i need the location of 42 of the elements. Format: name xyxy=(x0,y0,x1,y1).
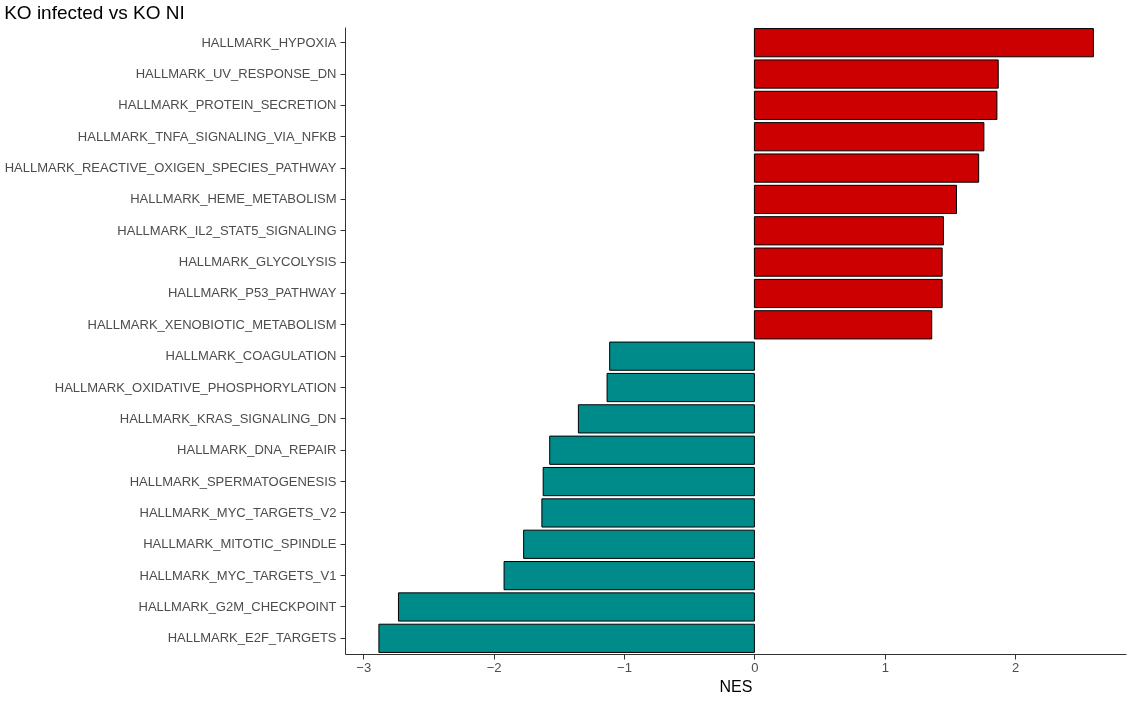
y-tick-label: HALLMARK_GLYCOLYSIS xyxy=(178,254,337,270)
x-tick-label: 1 xyxy=(881,659,889,675)
y-tick-label: HALLMARK_G2M_CHECKPOINT xyxy=(138,598,337,614)
bar xyxy=(753,28,1094,58)
x-axis-title: NES xyxy=(719,677,753,695)
bar xyxy=(753,184,957,215)
bar xyxy=(541,498,755,528)
bar xyxy=(753,278,943,309)
x-tick-label: 2 xyxy=(1012,659,1020,675)
y-tick-label: HALLMARK_COAGULATION xyxy=(165,348,337,364)
y-tick-label: HALLMARK_SPERMATOGENESIS xyxy=(129,473,337,489)
bar xyxy=(542,466,755,497)
y-tick-label: HALLMARK_REACTIVE_OXIGEN_SPECIES_PATHWAY xyxy=(4,160,337,176)
y-tick-label: HALLMARK_TNFA_SIGNALING_VIA_NFKB xyxy=(77,128,337,144)
bar xyxy=(606,372,755,403)
y-tick-label: HALLMARK_DNA_REPAIR xyxy=(177,442,337,458)
y-tick-label: HALLMARK_XENOBIOTIC_METABOLISM xyxy=(87,316,337,332)
bar xyxy=(503,561,755,591)
x-tick-label: −3 xyxy=(356,659,372,675)
bar xyxy=(753,122,985,152)
y-tick-label: HALLMARK_MYC_TARGETS_V2 xyxy=(139,504,337,520)
bar xyxy=(753,90,998,120)
bar xyxy=(753,59,999,89)
y-tick-label: HALLMARK_PROTEIN_SECRETION xyxy=(118,97,337,113)
bar xyxy=(397,592,755,622)
bar xyxy=(753,153,980,183)
y-tick-label: HALLMARK_KRAS_SIGNALING_DN xyxy=(119,410,337,426)
x-tick-label: −1 xyxy=(617,659,632,675)
y-tick-label: HALLMARK_P53_PATHWAY xyxy=(167,285,337,301)
y-tick-label: HALLMARK_MYC_TARGETS_V1 xyxy=(139,567,337,583)
bar xyxy=(378,623,755,653)
y-tick-label: HALLMARK_HYPOXIA xyxy=(201,34,337,50)
x-tick-label: 0 xyxy=(751,659,759,675)
x-tick-label: −2 xyxy=(486,659,502,675)
y-tick-label: HALLMARK_IL2_STAT5_SIGNALING xyxy=(117,222,337,238)
bar xyxy=(523,529,755,559)
text: KO infected vs KO NI xyxy=(4,2,185,23)
y-tick-label: HALLMARK_HEME_METABOLISM xyxy=(130,191,337,207)
y-tick-label: HALLMARK_E2F_TARGETS xyxy=(167,630,337,646)
y-tick-label: HALLMARK_OXIDATIVE_PHOSPHORYLATION xyxy=(54,379,337,395)
y-tick-label: HALLMARK_MITOTIC_SPINDLE xyxy=(143,536,337,552)
y-tick-label: HALLMARK_UV_RESPONSE_DN xyxy=(135,66,337,82)
